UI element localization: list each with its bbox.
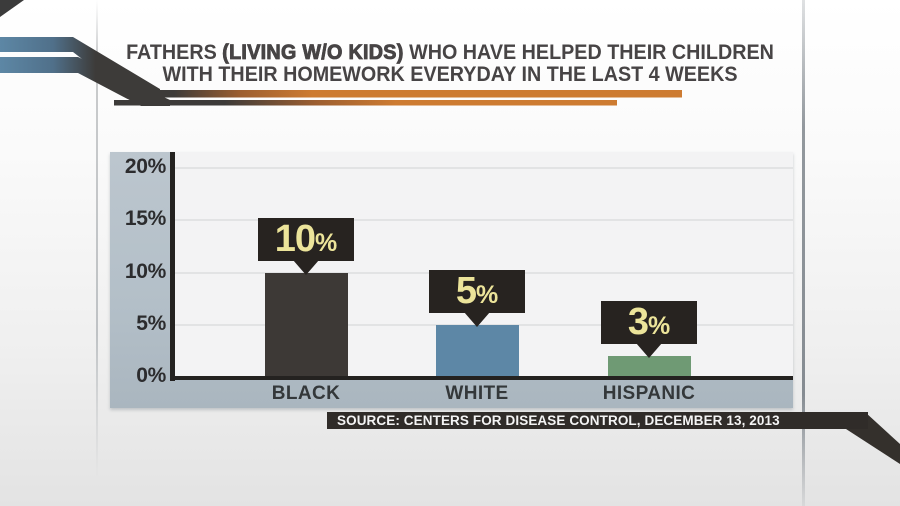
chart-title: FATHERS (LIVING W/O KIDS) WHO HAVE HELPE… bbox=[93, 41, 807, 86]
title-underline-bar-1 bbox=[130, 90, 682, 98]
bar-black bbox=[264, 272, 348, 377]
background-panel-left-edge bbox=[96, 0, 98, 478]
chart-title-line2: WITH THEIR HOMEWORK EVERYDAY IN THE LAST… bbox=[162, 63, 738, 86]
corner-sliver-shape bbox=[0, 0, 24, 17]
callout-value-number: 10 bbox=[274, 217, 316, 260]
callout-percent-sign: % bbox=[315, 228, 338, 257]
y-axis-tick-label: 0% bbox=[136, 364, 166, 387]
y-axis-tick-label: 10% bbox=[124, 259, 166, 283]
category-label-hispanic: HISPANIC bbox=[602, 383, 696, 404]
callout-percent-sign: % bbox=[647, 312, 671, 341]
y-axis-line bbox=[170, 152, 175, 381]
callout-value-number: 3 bbox=[627, 301, 649, 344]
callout-value-number: 5 bbox=[455, 269, 477, 312]
y-axis-tick-label: 20% bbox=[124, 155, 166, 178]
y-axis-tick-label: 15% bbox=[124, 207, 166, 231]
bar-white bbox=[435, 324, 519, 377]
lower-elbow-stripe-shape bbox=[0, 57, 170, 106]
callout-percent-sign: % bbox=[475, 280, 499, 309]
chart-title-line1: FATHERS (LIVING W/O KIDS) WHO HAVE HELPE… bbox=[93, 41, 807, 64]
gridline-15pct bbox=[175, 219, 793, 222]
callout-pointer bbox=[293, 259, 319, 275]
value-callout-white: 5% bbox=[429, 269, 525, 327]
value-callout-black: 10% bbox=[258, 217, 354, 275]
gridline-20pct bbox=[175, 167, 793, 169]
category-label-black: BLACK bbox=[271, 383, 341, 404]
background-panel-right-edge bbox=[802, 0, 805, 506]
category-label-white: WHITE bbox=[445, 383, 509, 404]
bar-hispanic bbox=[607, 356, 691, 377]
title-text-prefix: FATHERS bbox=[126, 41, 223, 64]
title-underline-bar-2 bbox=[114, 100, 617, 106]
title-text-emphasis: (LIVING W/O KIDS) bbox=[222, 41, 404, 64]
x-axis-line bbox=[170, 376, 793, 380]
callout-pointer bbox=[464, 311, 490, 327]
y-axis-tick-label: 5% bbox=[136, 311, 166, 335]
callout-pointer bbox=[636, 343, 662, 359]
source-bar: SOURCE: CENTERS FOR DISEASE CONTROL, DEC… bbox=[327, 412, 868, 429]
title-text-suffix: WHO HAVE HELPED THEIR CHILDREN bbox=[403, 41, 774, 64]
value-callout-hispanic: 3% bbox=[601, 301, 697, 359]
